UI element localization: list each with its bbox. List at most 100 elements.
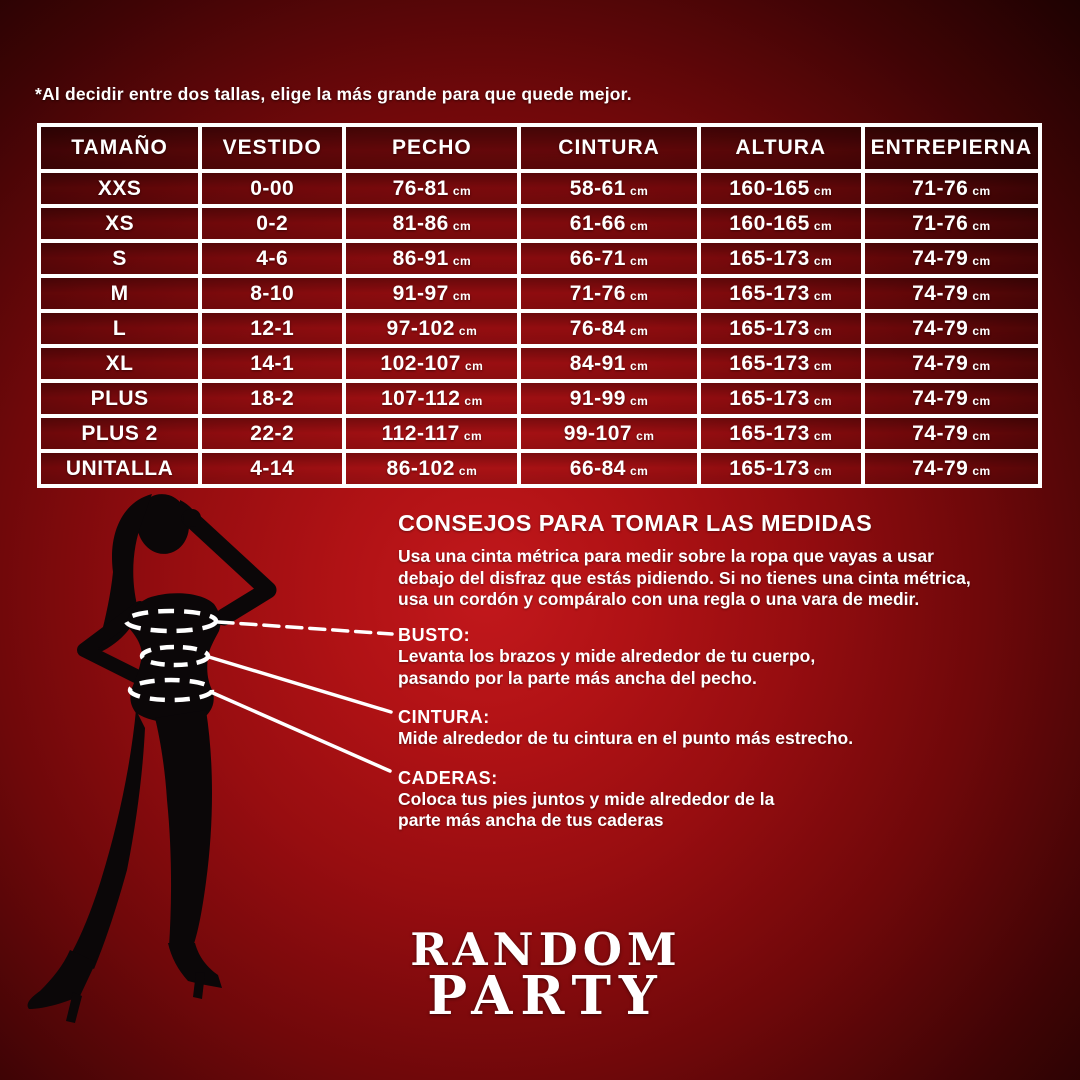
table-cell: 74-79 cm <box>860 239 1043 278</box>
table-cell: 71-76 cm <box>860 169 1043 208</box>
table-cell: L <box>36 309 203 348</box>
tip-title: BUSTO: <box>398 625 471 645</box>
table-cell: 58-61 cm <box>517 169 701 208</box>
tips-intro: Usa una cinta métrica para medir sobre l… <box>398 546 971 611</box>
table-cell: 165-173 cm <box>696 309 865 348</box>
bust-pointer-line <box>216 620 394 636</box>
unit-label: cm <box>972 288 991 303</box>
column-header: PECHO <box>342 123 522 173</box>
tip-line: parte más ancha de tus caderas <box>398 810 664 830</box>
table-cell: XL <box>36 344 203 383</box>
table-cell: 14-1 <box>198 344 347 383</box>
unit-label: cm <box>629 218 649 233</box>
unit-label: cm <box>629 183 649 198</box>
table-row: PLUS 2 22-2 112-117 cm 99-107 cm 165-173 cm 74-7… <box>36 414 1043 453</box>
table-cell: 112-117 cm <box>342 414 522 453</box>
table-cell: 74-79 cm <box>860 309 1043 348</box>
table-cell: 91-97 cm <box>342 274 522 313</box>
tip-sections: BUSTO: Levanta los brazos y mide alrededo… <box>398 624 853 849</box>
table-row: XS 0-2 81-86 cm 61-66 cm 160-165 cm 71-76 cm <box>36 204 1043 243</box>
unit-label: cm <box>813 183 833 198</box>
unit-label: cm <box>972 428 991 443</box>
table-cell: 165-173 cm <box>696 239 865 278</box>
table-cell: 74-79 cm <box>860 274 1043 313</box>
table-cell: 86-91 cm <box>342 239 522 278</box>
table-row: L 12-1 97-102 cm 76-84 cm 165-173 cm 74-79 cm <box>36 309 1043 348</box>
unit-label: cm <box>813 323 833 338</box>
logo-text-party: PARTY <box>427 965 665 1027</box>
tips-heading: CONSEJOS PARA TOMAR LAS MEDIDAS <box>398 510 873 536</box>
table-cell: 99-107 cm <box>517 414 701 453</box>
table-cell: PLUS 2 <box>36 414 203 453</box>
table-cell: 160-165 cm <box>696 169 865 208</box>
tip-line: Levanta los brazos y mide alrededor de t… <box>398 646 816 666</box>
size-table: TAMAÑO VESTIDO PECHO CINTURA ALTURA ENTREPIER… <box>36 123 1043 488</box>
tips-intro-line: Usa una cinta métrica para medir sobre l… <box>398 546 934 566</box>
tip-line: Coloca tus pies juntos y mide alrededor … <box>398 788 775 809</box>
sizing-note: *Al decidir entre dos tallas, elige la m… <box>35 84 632 104</box>
table-cell: 74-79 cm <box>860 449 1043 488</box>
table-cell: XXS <box>36 169 203 208</box>
unit-label: cm <box>813 358 833 373</box>
unit-label: cm <box>452 183 472 198</box>
table-cell: 4-14 <box>198 449 347 488</box>
table-cell: 86-102 cm <box>342 449 522 488</box>
tip-section: BUSTO: Levanta los brazos y mide alrededo… <box>398 624 853 689</box>
table-cell: 66-84 cm <box>517 449 701 488</box>
table-cell: 0-2 <box>198 204 347 243</box>
table-row: UNITALLA 4-14 86-102 cm 66-84 cm 165-173 cm 74-7… <box>36 449 1043 488</box>
table-cell: M <box>36 274 203 313</box>
tip-section: CADERAS: Coloca tus pies juntos y mide al… <box>398 767 853 832</box>
table-cell: 165-173 cm <box>696 344 865 383</box>
unit-label: cm <box>465 358 484 373</box>
table-cell: 165-173 cm <box>696 379 865 418</box>
tip-title: CINTURA: <box>398 707 490 727</box>
table-cell: 160-165 cm <box>696 204 865 243</box>
table-row: XXS 0-00 76-81 cm 58-61 cm 160-165 cm 71-76 cm <box>36 169 1043 208</box>
table-cell: UNITALLA <box>36 449 203 488</box>
unit-label: cm <box>463 428 483 443</box>
table-cell: 22-2 <box>198 414 347 453</box>
unit-label: cm <box>972 323 991 338</box>
table-cell: 74-79 cm <box>860 344 1043 383</box>
table-cell: 84-91 cm <box>517 344 701 383</box>
brand-logo: RANDOM PARTY <box>396 926 696 1027</box>
table-cell: XS <box>36 204 203 243</box>
tip-section: CINTURA: Mide alrededor de tu cintura en … <box>398 706 853 750</box>
unit-label: cm <box>813 218 833 233</box>
unit-label: cm <box>813 253 833 268</box>
unit-label: cm <box>972 358 991 373</box>
table-cell: 71-76 cm <box>860 204 1043 243</box>
size-table-body: XXS 0-00 76-81 cm 58-61 cm 160-165 cm 71-76 cm XS 0… <box>36 169 1043 488</box>
table-cell: 165-173 cm <box>696 414 865 453</box>
table-cell: 61-66 cm <box>517 204 701 243</box>
unit-label: cm <box>972 393 991 408</box>
unit-label: cm <box>972 218 991 233</box>
tip-line: pasando por la parte más ancha del pecho… <box>398 667 757 688</box>
column-header: TAMAÑO <box>36 123 203 173</box>
table-cell: 91-99 cm <box>517 379 701 418</box>
table-cell: 0-00 <box>198 169 347 208</box>
unit-label: cm <box>813 428 833 443</box>
unit-label: cm <box>972 253 991 268</box>
unit-label: cm <box>629 463 649 478</box>
unit-label: cm <box>629 323 649 338</box>
column-header: VESTIDO <box>198 123 347 173</box>
table-cell: 97-102 cm <box>342 309 522 348</box>
table-cell: 76-84 cm <box>517 309 701 348</box>
table-cell: S <box>36 239 203 278</box>
table-cell: 102-107 cm <box>342 344 522 383</box>
unit-label: cm <box>452 288 472 303</box>
column-header: ENTREPIERNA <box>860 123 1043 173</box>
table-cell: 8-10 <box>198 274 347 313</box>
unit-label: cm <box>458 463 478 478</box>
unit-label: cm <box>972 183 991 198</box>
table-row: XL 14-1 102-107 cm 84-91 cm 165-173 cm 74-79 cm <box>36 344 1043 383</box>
woman-silhouette <box>27 494 277 1023</box>
table-cell: 18-2 <box>198 379 347 418</box>
table-cell: 74-79 cm <box>860 414 1043 453</box>
bust-ellipse <box>123 608 219 634</box>
unit-label: cm <box>629 288 649 303</box>
hips-pointer-line <box>211 691 392 773</box>
